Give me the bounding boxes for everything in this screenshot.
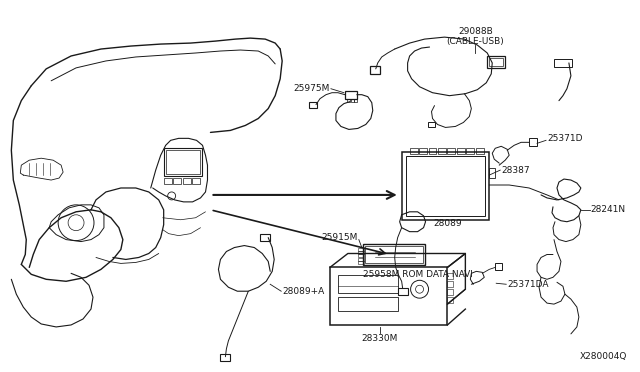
Bar xyxy=(338,297,397,311)
Text: X280004Q: X280004Q xyxy=(579,352,627,361)
Bar xyxy=(429,148,436,154)
Bar xyxy=(330,267,447,325)
Bar xyxy=(467,148,474,154)
Text: 29088B: 29088B xyxy=(458,27,493,36)
Bar xyxy=(164,178,172,184)
Bar xyxy=(164,148,202,176)
Bar xyxy=(397,288,408,295)
Bar xyxy=(476,148,484,154)
Text: 25371D: 25371D xyxy=(547,134,582,143)
Text: 28089+A: 28089+A xyxy=(282,287,324,296)
Text: 28241N: 28241N xyxy=(591,205,626,214)
Bar xyxy=(363,244,424,265)
Bar xyxy=(495,263,502,270)
Text: 28330M: 28330M xyxy=(362,334,398,343)
Bar xyxy=(529,138,537,146)
Bar xyxy=(365,246,422,263)
Text: 25371DA: 25371DA xyxy=(507,280,548,289)
Bar xyxy=(447,289,453,295)
Bar xyxy=(173,178,181,184)
Bar xyxy=(355,99,357,102)
Bar xyxy=(554,59,572,67)
Bar xyxy=(220,354,230,361)
Text: (CABLE-USB): (CABLE-USB) xyxy=(447,36,504,46)
Bar xyxy=(370,66,380,74)
Bar xyxy=(358,254,364,257)
Bar xyxy=(358,247,364,250)
Bar xyxy=(402,152,489,220)
Bar xyxy=(351,99,354,102)
Bar xyxy=(309,102,317,108)
Bar xyxy=(260,234,270,241)
Text: 25975M: 25975M xyxy=(294,84,330,93)
Bar xyxy=(347,99,350,102)
Bar xyxy=(358,258,364,261)
Bar xyxy=(447,297,453,303)
Text: 28387: 28387 xyxy=(501,166,530,174)
Bar xyxy=(428,122,435,128)
Bar xyxy=(166,150,200,174)
Text: 25958M ROM DATA NAVI: 25958M ROM DATA NAVI xyxy=(363,270,473,279)
Text: 25915M: 25915M xyxy=(321,233,358,242)
Bar xyxy=(489,58,503,66)
Bar xyxy=(489,168,495,178)
Bar xyxy=(487,56,505,68)
Bar xyxy=(410,148,417,154)
Bar xyxy=(419,148,427,154)
Bar xyxy=(447,281,453,287)
Bar xyxy=(447,148,456,154)
Bar xyxy=(182,178,191,184)
Bar xyxy=(358,251,364,254)
Bar xyxy=(358,262,364,264)
Bar xyxy=(406,156,485,216)
Bar xyxy=(447,273,453,279)
Bar xyxy=(457,148,465,154)
Text: 28089: 28089 xyxy=(433,219,462,228)
Bar xyxy=(192,178,200,184)
Bar xyxy=(345,91,357,99)
Bar xyxy=(438,148,446,154)
Bar xyxy=(338,275,397,293)
